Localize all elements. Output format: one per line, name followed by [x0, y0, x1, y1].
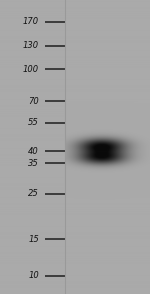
- Text: 25: 25: [28, 189, 39, 198]
- Text: 15: 15: [28, 235, 39, 244]
- Text: 100: 100: [23, 65, 39, 74]
- Text: 10: 10: [28, 271, 39, 280]
- Text: 170: 170: [23, 17, 39, 26]
- Bar: [0, 0, 65, 294]
- Text: 130: 130: [23, 41, 39, 50]
- Text: 40: 40: [28, 147, 39, 156]
- Bar: [65, 0, 150, 294]
- Text: 55: 55: [28, 118, 39, 127]
- Text: 70: 70: [28, 97, 39, 106]
- Text: 35: 35: [28, 159, 39, 168]
